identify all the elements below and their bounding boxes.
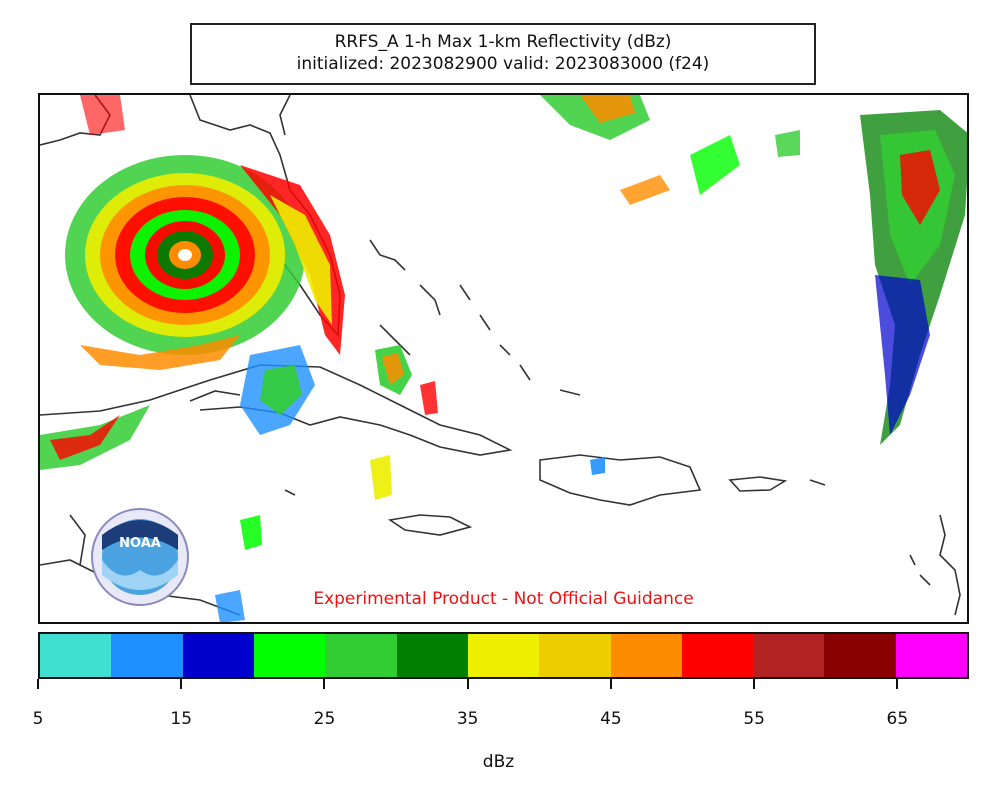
noaa-logo bbox=[91, 508, 189, 606]
colorbar-tick-label: 35 bbox=[456, 709, 479, 729]
colorbar-tick-label: 55 bbox=[743, 709, 765, 729]
colorbar-label: dBz bbox=[482, 752, 515, 772]
colorbar-tick bbox=[896, 679, 899, 689]
reflectivity-map: NOAA Experimental Product - Not Official… bbox=[38, 93, 969, 624]
colorbar-cell bbox=[753, 634, 825, 677]
colorbar-tick-label: 5 bbox=[32, 709, 44, 729]
colorbar-cell bbox=[40, 634, 112, 677]
colorbar-cell bbox=[253, 634, 326, 677]
colorbar-tick bbox=[323, 679, 326, 689]
colorbar-tick bbox=[466, 679, 469, 689]
colorbar-cell bbox=[824, 634, 896, 677]
colorbar bbox=[38, 632, 969, 679]
noaa-logo-text: NOAA bbox=[119, 536, 161, 551]
colorbar-cell bbox=[539, 634, 611, 677]
hurricane-rainbands bbox=[65, 155, 345, 435]
colorbar-tick bbox=[609, 679, 612, 689]
disclaimer-text: Experimental Product - Not Official Guid… bbox=[313, 589, 694, 609]
colorbar-tick-label: 45 bbox=[600, 709, 622, 729]
colorbar-cell bbox=[111, 634, 183, 677]
colorbar-tick bbox=[37, 679, 39, 689]
map-canvas: NOAA bbox=[40, 95, 967, 622]
colorbar-cell bbox=[681, 634, 754, 677]
map-title: RRFS_A 1-h Max 1-km Reflectivity (dBz) i… bbox=[190, 23, 816, 85]
colorbar-tick-label: 65 bbox=[886, 709, 909, 729]
colorbar-tick-label: 25 bbox=[313, 709, 336, 729]
colorbar-tick bbox=[180, 679, 183, 689]
title-line-2: initialized: 2023082900 valid: 202308300… bbox=[296, 54, 710, 74]
storm-cells bbox=[40, 95, 967, 622]
colorbar-cell bbox=[467, 634, 540, 677]
colorbar-cell bbox=[610, 634, 682, 677]
colorbar-cell bbox=[182, 634, 254, 677]
colorbar-cell bbox=[895, 634, 968, 677]
colorbar-tick bbox=[753, 679, 756, 689]
title-line-1: RRFS_A 1-h Max 1-km Reflectivity (dBz) bbox=[334, 32, 672, 52]
colorbar-ticks: 5 15 25 35 45 55 65 bbox=[33, 679, 969, 729]
colorbar-cell bbox=[396, 634, 468, 677]
colorbar-cell bbox=[325, 634, 397, 677]
colorbar-tick-label: 15 bbox=[170, 709, 193, 729]
coastlines bbox=[40, 95, 961, 616]
